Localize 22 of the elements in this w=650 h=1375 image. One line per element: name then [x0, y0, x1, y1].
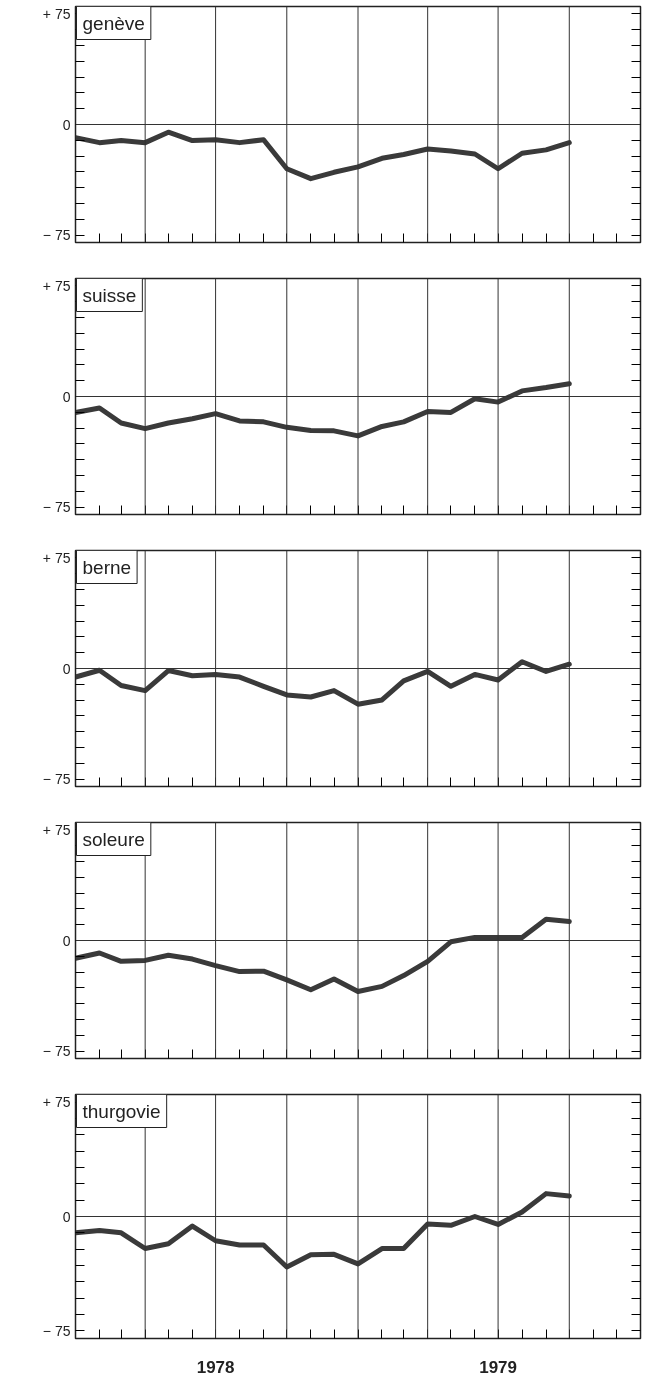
y-tick-label: − 75	[42, 227, 71, 244]
y-tick-label: 0	[62, 660, 71, 677]
y-tick-label: − 75	[42, 499, 71, 516]
y-tick-label: + 75	[42, 277, 71, 294]
y-tick-label: 0	[62, 1208, 71, 1225]
y-tick-label: + 75	[42, 5, 71, 22]
y-tick-label: − 75	[42, 771, 71, 788]
chart-title: berne	[82, 556, 132, 578]
y-tick-label: 0	[62, 388, 71, 405]
y-tick-label: − 75	[42, 1322, 71, 1339]
y-tick-label: − 75	[42, 1043, 71, 1060]
chart-title: genève	[82, 12, 145, 34]
y-tick-label: 0	[62, 932, 71, 949]
y-tick-label: + 75	[42, 1094, 71, 1111]
x-tick-label: 1978	[196, 1357, 235, 1375]
chart-title: thurgovie	[82, 1100, 161, 1122]
chart-title: soleure	[82, 828, 145, 850]
chart-title: suisse	[82, 284, 137, 306]
y-tick-label: 0	[62, 116, 71, 133]
y-tick-label: + 75	[42, 549, 71, 566]
x-tick-label: 1979	[479, 1357, 518, 1375]
y-tick-label: + 75	[42, 821, 71, 838]
